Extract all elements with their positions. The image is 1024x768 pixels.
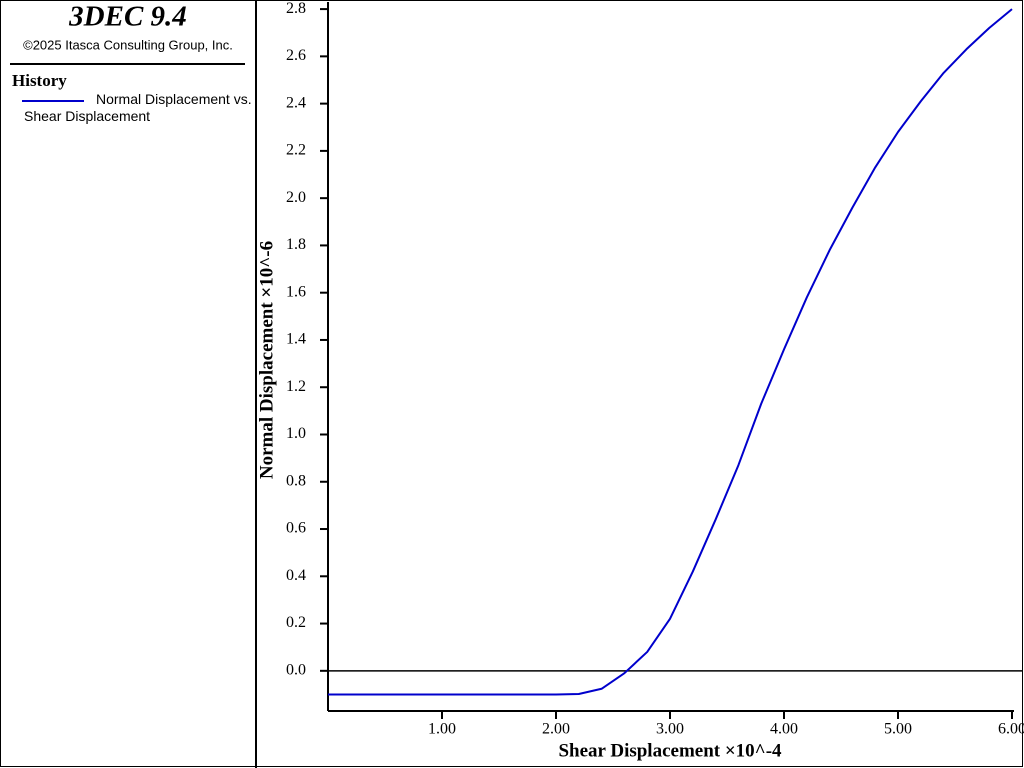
data-line bbox=[328, 8, 1013, 696]
y-tick-label: 1.2 bbox=[286, 378, 306, 395]
y-axis-label: Normal Displacement ×10^-6 bbox=[256, 241, 277, 479]
legend-entry: Normal Displacement vs. Shear Displaceme… bbox=[24, 91, 252, 124]
y-tick-label: 0.0 bbox=[286, 661, 306, 678]
y-tick-label: 2.6 bbox=[286, 47, 306, 64]
y-tick-label: 2.8 bbox=[286, 0, 306, 17]
y-tick-label: 1.6 bbox=[286, 283, 306, 300]
x-tick-label: 1.00 bbox=[428, 721, 456, 738]
y-tick-label: 2.2 bbox=[286, 142, 306, 159]
x-axis-label: Shear Displacement ×10^-4 bbox=[558, 740, 782, 761]
y-tick-label: 1.8 bbox=[286, 236, 306, 253]
y-tick-label: 1.4 bbox=[286, 331, 306, 348]
x-tick-label: 6.00 bbox=[998, 721, 1024, 738]
y-tick-label: 0.4 bbox=[286, 567, 306, 584]
y-tick-label: 0.8 bbox=[286, 472, 306, 489]
y-tick-label: 1.0 bbox=[286, 425, 306, 442]
y-tick-label: 2.4 bbox=[286, 94, 306, 111]
x-tick-label: 4.00 bbox=[770, 721, 798, 738]
copyright: ©2025 Itasca Consulting Group, Inc. bbox=[23, 37, 233, 52]
y-tick-label: 2.0 bbox=[286, 189, 306, 206]
x-tick-label: 3.00 bbox=[656, 721, 684, 738]
section-title: History bbox=[12, 71, 67, 90]
app-title: 3DEC 9.4 bbox=[68, 1, 187, 33]
y-tick-label: 0.6 bbox=[286, 520, 306, 537]
x-tick-label: 5.00 bbox=[884, 721, 912, 738]
x-tick-label: 2.00 bbox=[542, 721, 570, 738]
y-tick-label: 0.2 bbox=[286, 614, 306, 631]
